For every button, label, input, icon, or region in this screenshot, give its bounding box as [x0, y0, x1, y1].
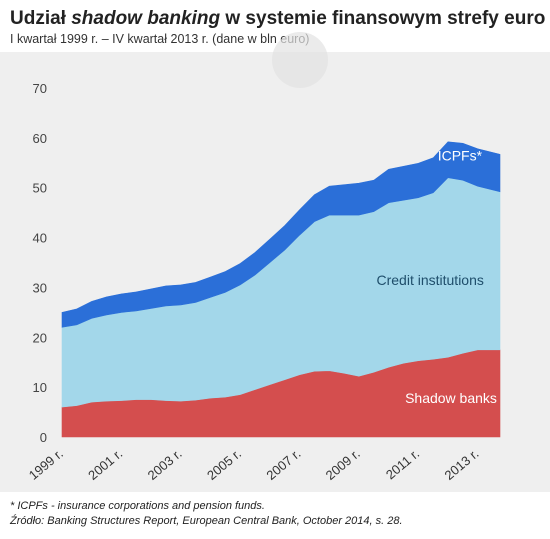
title-italic: shadow banking	[71, 8, 221, 29]
x-tick-label: 2001 r.	[85, 446, 125, 483]
chart-subtitle: I kwartał 1999 r. – IV kwartał 2013 r. (…	[10, 32, 310, 46]
x-tick-label: 2005 r.	[204, 446, 244, 483]
y-tick-label: 70	[33, 81, 47, 96]
chart-header: Udział shadow banking w systemie finanso…	[0, 0, 550, 52]
area-icpfs	[61, 141, 501, 328]
x-axis-ticks: 1999 r. 2001 r. 2003 r. 2005 r. 2007 r. 2009 …	[26, 446, 482, 483]
x-tick-label: 1999 r.	[26, 446, 66, 483]
y-tick-label: 60	[33, 131, 47, 146]
title-suffix: w systemie finansowym strefy euro	[220, 8, 546, 29]
footnote: * ICPFs - insurance corporations and pen…	[10, 500, 265, 512]
area-label-shadow-banks: Shadow banks	[405, 390, 497, 406]
y-axis-ticks: 0 10 20 30 40 50 60 70	[33, 81, 47, 445]
title-prefix: Udział	[10, 8, 72, 29]
x-tick-label: 2009 r.	[323, 446, 363, 483]
y-tick-label: 30	[33, 280, 47, 295]
watermark-logo	[192, 32, 328, 224]
y-tick-label: 0	[40, 430, 47, 445]
y-tick-label: 20	[33, 330, 47, 345]
x-tick-label: 2007 r.	[263, 446, 303, 483]
stacked-area-chart: 0 10 20 30 40 50 60 70 1999 r. 2001 r. 2003 r. 200…	[26, 32, 501, 483]
area-labels: Shadow banks Credit institutions ICPFs*	[377, 147, 497, 406]
area-label-icpfs: ICPFs*	[438, 147, 483, 163]
chart-title: Udział shadow banking w systemie finanso…	[10, 8, 545, 30]
x-tick-label: 2011 r.	[383, 446, 422, 482]
area-label-credit-institutions: Credit institutions	[377, 272, 484, 288]
y-tick-label: 40	[33, 231, 47, 246]
y-tick-label: 50	[33, 181, 47, 196]
source-note: Źródło: Banking Structures Report, Europ…	[10, 515, 403, 527]
areas-layer	[61, 141, 501, 438]
chart-footer: * ICPFs - insurance corporations and pen…	[10, 499, 403, 529]
x-tick-label: 2013 r.	[442, 446, 482, 483]
x-tick-label: 2003 r.	[145, 446, 185, 483]
y-tick-label: 10	[33, 380, 47, 395]
